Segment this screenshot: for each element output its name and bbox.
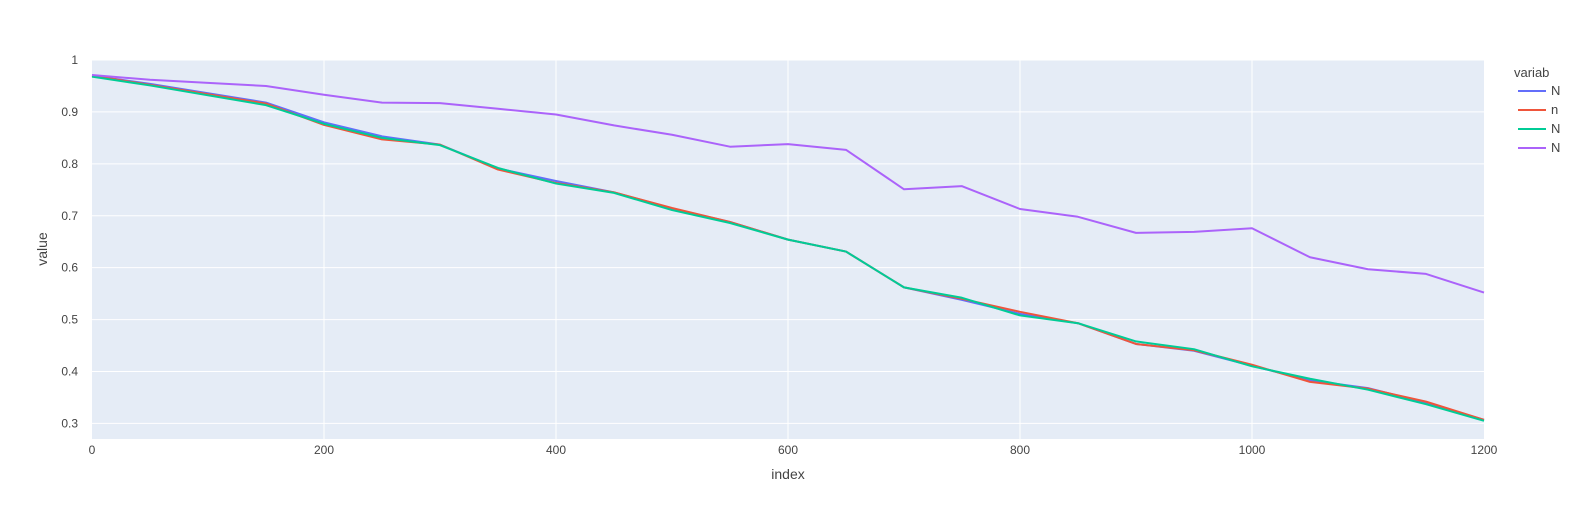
series-line-3 bbox=[91, 74, 1485, 294]
x-axis-title: index bbox=[771, 466, 804, 482]
y-tick-label: 0.7 bbox=[61, 209, 78, 223]
x-tick-label: 1000 bbox=[1239, 443, 1266, 457]
y-tick-label: 0.8 bbox=[61, 157, 78, 171]
y-tick-label: 0.9 bbox=[61, 105, 78, 119]
legend-label-3: N bbox=[1551, 140, 1560, 155]
y-tick-label: 0.4 bbox=[61, 365, 78, 379]
x-tick-label: 1200 bbox=[1471, 443, 1498, 457]
x-tick-label: 400 bbox=[546, 443, 566, 457]
y-tick-label: 0.6 bbox=[61, 261, 78, 275]
grid-lines bbox=[92, 59, 1484, 439]
legend-title: variab bbox=[1514, 65, 1549, 80]
legend-label-0: N bbox=[1551, 83, 1560, 98]
x-tick-label: 0 bbox=[89, 443, 96, 457]
x-tick-label: 200 bbox=[314, 443, 334, 457]
y-tick-label: 1 bbox=[71, 53, 78, 67]
x-tick-label: 800 bbox=[1010, 443, 1030, 457]
x-tick-label: 600 bbox=[778, 443, 798, 457]
series-line-2 bbox=[91, 75, 1485, 422]
tick-labels: 0 200 400 600 800 1000 1200 0.3 0.4 0.5 0.6 0.7 0.8 0… bbox=[61, 53, 1497, 457]
y-tick-label: 0.3 bbox=[61, 416, 78, 430]
legend-label-2: N bbox=[1551, 121, 1560, 136]
y-axis-title: value bbox=[34, 232, 50, 266]
series-lines bbox=[91, 74, 1485, 422]
legend-label-1: n bbox=[1551, 102, 1558, 117]
y-tick-label: 0.5 bbox=[61, 313, 78, 327]
